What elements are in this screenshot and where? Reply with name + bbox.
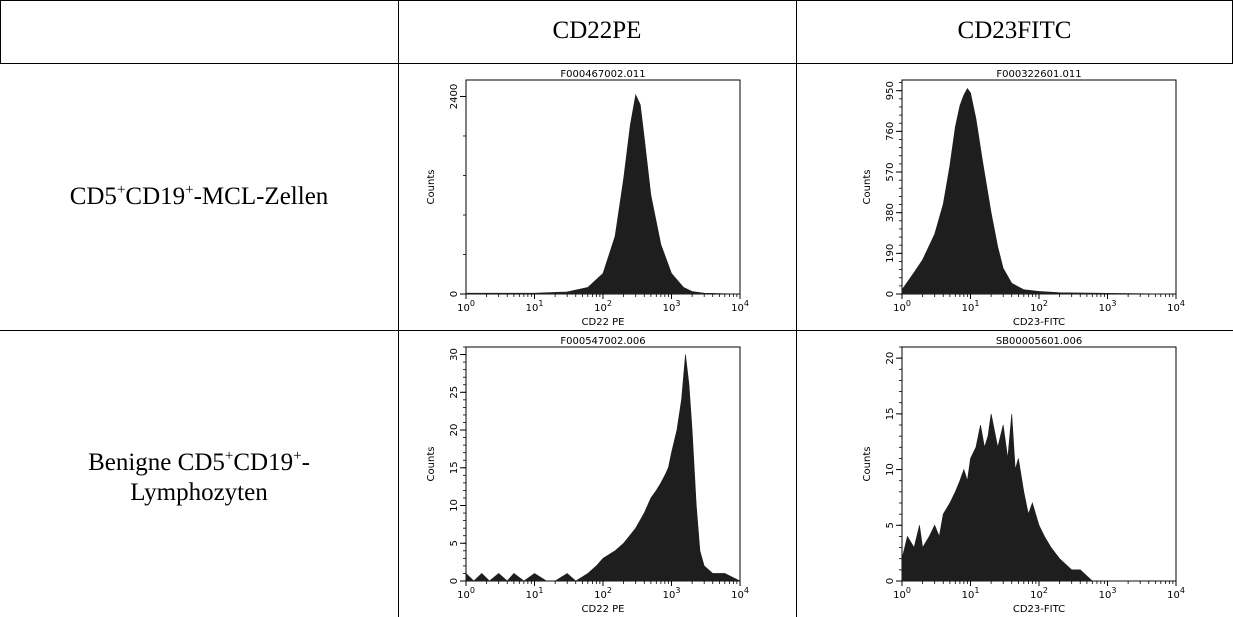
- histogram-area: [465, 354, 741, 582]
- y-tick-label: 10: [449, 499, 460, 512]
- x-tick-label: 100: [893, 299, 911, 314]
- y-tick-label: 5: [885, 522, 896, 528]
- y-tick-label: 25: [449, 386, 460, 399]
- x-axis-label: CD23-FITC: [1013, 317, 1065, 328]
- histogram-area: [465, 93, 741, 295]
- chart-title: SB00005601.006: [996, 336, 1082, 347]
- table-row-divider-2: [0, 330, 1233, 331]
- y-tick-label: 10: [885, 463, 896, 476]
- x-tick-label: 101: [962, 299, 980, 314]
- x-tick-label: 103: [1099, 299, 1117, 314]
- plot-frame: [465, 79, 741, 295]
- x-tick-label: 104: [731, 299, 749, 314]
- table-col-divider-2: [796, 0, 797, 617]
- table-row-divider-1: [0, 63, 1233, 64]
- x-tick-label: 100: [457, 586, 475, 601]
- x-axis-label: CD22 PE: [582, 317, 625, 328]
- row-label-benign-lymphocytes: Benigne CD5+CD19+- Lymphozyten: [88, 448, 310, 507]
- y-tick-label: 30: [449, 348, 460, 361]
- y-axis-label: Counts: [426, 170, 437, 205]
- x-axis-label: CD23-FITC: [1013, 604, 1065, 615]
- table-border-top: [0, 0, 1233, 1]
- x-tick-label: 103: [1099, 586, 1117, 601]
- histogram-area: [901, 88, 1177, 295]
- x-tick-label: 102: [594, 299, 612, 314]
- y-tick-label: 760: [885, 122, 896, 141]
- x-tick-label: 104: [731, 586, 749, 601]
- histogram-area: [901, 413, 1176, 582]
- y-tick-label: 380: [885, 203, 896, 222]
- y-tick-label: 20: [449, 424, 460, 437]
- y-axis-label: Counts: [862, 170, 873, 205]
- x-tick-label: 100: [893, 586, 911, 601]
- histogram-cd22-benign: F000547002.006 100 101 102 103 104 CD22 PE 0 5 10…: [420, 333, 760, 615]
- y-tick-label: 570: [885, 162, 896, 181]
- histogram-cd23-benign: SB00005601.006 100 101 102 103 104 CD23-FITC 0 5…: [856, 333, 1196, 615]
- row-label-mcl-cells: CD5+CD19+-MCL-Zellen: [69, 182, 329, 211]
- y-tick-label: 0: [885, 578, 896, 584]
- x-tick-label: 103: [663, 299, 681, 314]
- header-cd23fitc: CD23FITC: [957, 17, 1072, 44]
- y-tick-label: 0: [885, 291, 896, 297]
- header-cd22pe: CD22PE: [552, 17, 642, 44]
- x-tick-label: 101: [526, 299, 544, 314]
- y-tick-label: 0: [449, 578, 460, 584]
- y-tick-label: 950: [885, 81, 896, 100]
- table-col-divider-1: [398, 0, 399, 617]
- y-axis-label: Counts: [862, 447, 873, 482]
- chart-title: F000547002.006: [560, 336, 645, 347]
- x-axis-label: CD22 PE: [582, 604, 625, 615]
- y-tick-label: 15: [449, 461, 460, 474]
- x-tick-label: 101: [962, 586, 980, 601]
- x-tick-label: 104: [1167, 299, 1185, 314]
- histogram-cd23-mcl: F000322601.011 100 101 102 103 104 CD23-FITC 0 1…: [856, 66, 1196, 328]
- chart-title: F000467002.011: [560, 69, 645, 80]
- x-tick-label: 104: [1167, 586, 1185, 601]
- x-tick-label: 102: [1030, 586, 1048, 601]
- y-axis-label: Counts: [426, 447, 437, 482]
- x-tick-label: 103: [663, 586, 681, 601]
- x-tick-label: 101: [526, 586, 544, 601]
- y-tick-label: 20: [885, 352, 896, 365]
- histogram-cd22-mcl: F000467002.011 100 101 102 103 104 CD22 PE 0 240…: [420, 66, 760, 328]
- y-tick-label: 190: [885, 244, 896, 263]
- x-tick-label: 102: [594, 586, 612, 601]
- x-tick-label: 102: [1030, 299, 1048, 314]
- x-tick-label: 100: [457, 299, 475, 314]
- table-border-left: [0, 0, 1, 64]
- y-tick-label: 2400: [449, 84, 460, 109]
- y-tick-label: 15: [885, 407, 896, 420]
- y-tick-label: 5: [449, 540, 460, 546]
- chart-title: F000322601.011: [996, 69, 1081, 80]
- y-tick-label: 0: [449, 291, 460, 297]
